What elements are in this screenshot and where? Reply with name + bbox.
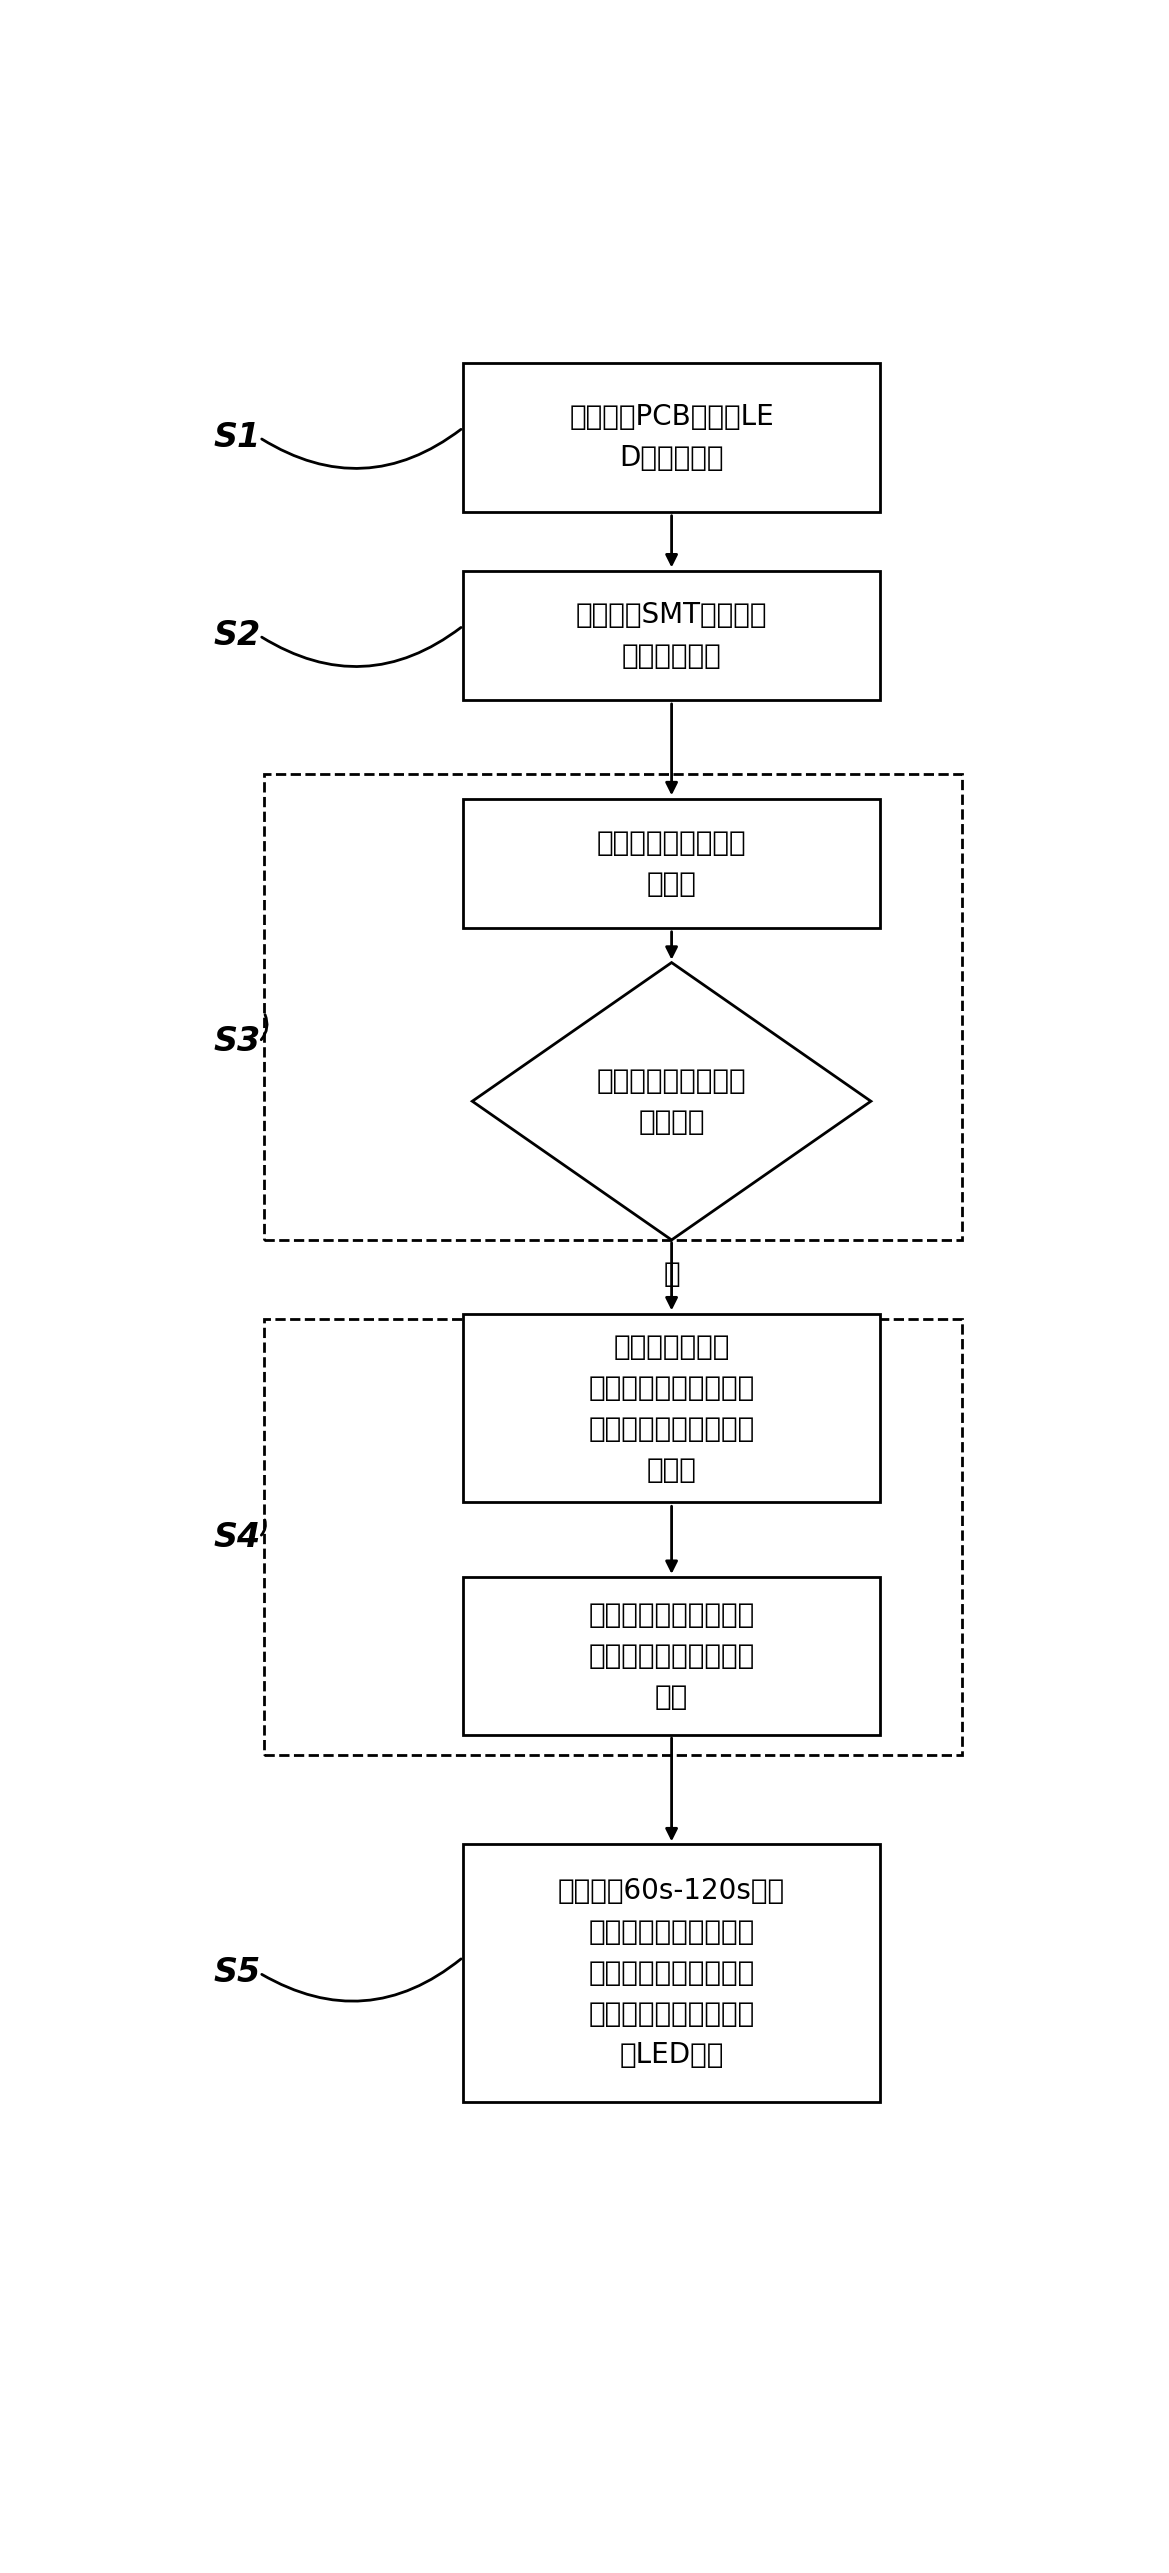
- Text: S5: S5: [213, 1955, 261, 1989]
- Bar: [264, 1320, 962, 1755]
- Text: 保温保压60s-120s后，
对模具进行冷却，待胶
水凝固后，打开模具，
取出良品单元显示板作
为LED灯板: 保温保压60s-120s后， 对模具进行冷却，待胶 水凝固后，打开模具， 取出良…: [558, 1876, 786, 2069]
- Bar: [463, 1845, 880, 2102]
- Bar: [264, 774, 962, 1240]
- Text: 通过老化测试的
单元显示板作为良品单
元显示板安装在模具的
型腔中: 通过老化测试的 单元显示板作为良品单 元显示板安装在模具的 型腔中: [588, 1333, 755, 1485]
- Bar: [463, 1315, 880, 1503]
- Text: S3: S3: [213, 1024, 261, 1058]
- Bar: [463, 571, 880, 700]
- Text: 基板通过SMT贴片加工
成单元显示板: 基板通过SMT贴片加工 成单元显示板: [576, 602, 767, 669]
- Text: S4: S4: [213, 1521, 261, 1554]
- Text: 单元显示板是否通过
老化测试: 单元显示板是否通过 老化测试: [597, 1068, 746, 1135]
- Text: 选用柔性PCB板作为LE
D灯板的基板: 选用柔性PCB板作为LE D灯板的基板: [569, 404, 774, 471]
- Polygon shape: [472, 962, 871, 1240]
- Text: S2: S2: [213, 620, 261, 651]
- Bar: [463, 1577, 880, 1734]
- Bar: [463, 800, 880, 929]
- Bar: [463, 363, 880, 512]
- Text: 对单元显示板进行老
化测试: 对单元显示板进行老 化测试: [597, 829, 746, 898]
- Text: 通过注塑机将融化状态
下的胶水注入封闭的型
腔中: 通过注塑机将融化状态 下的胶水注入封闭的型 腔中: [588, 1600, 755, 1711]
- Text: S1: S1: [213, 422, 261, 453]
- Text: 是: 是: [663, 1261, 680, 1286]
